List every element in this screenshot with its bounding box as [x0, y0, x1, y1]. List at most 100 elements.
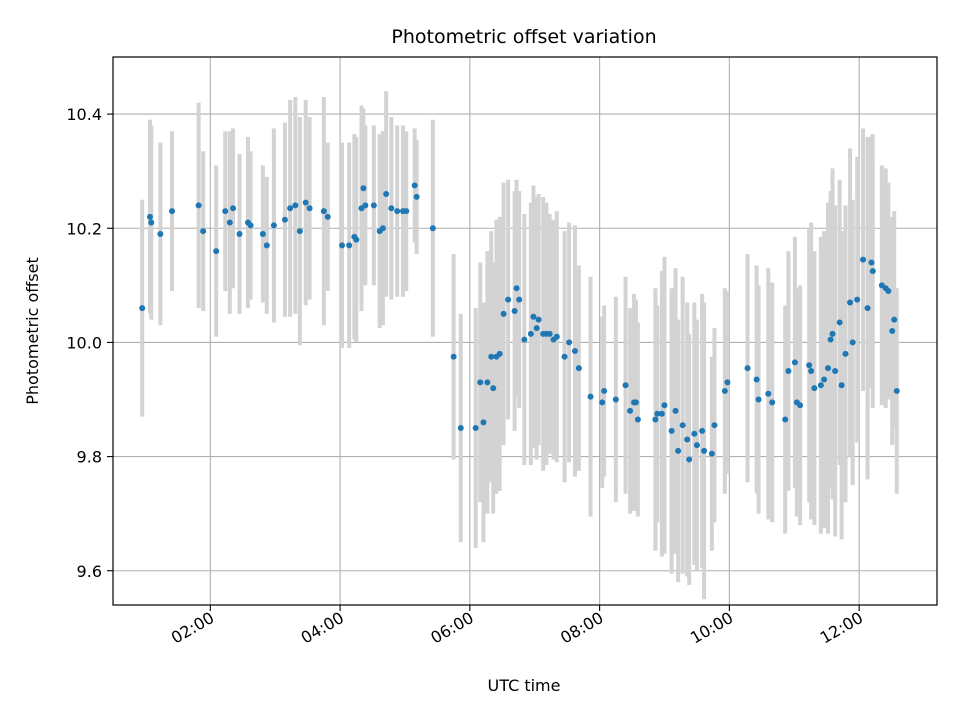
data-point — [661, 402, 668, 409]
data-point — [832, 367, 839, 374]
data-point — [472, 425, 479, 432]
data-point — [484, 379, 491, 386]
data-point — [785, 367, 792, 374]
data-point — [860, 256, 867, 263]
data-point — [769, 399, 776, 406]
data-point — [686, 456, 693, 463]
data-point — [836, 319, 843, 326]
data-point — [575, 365, 582, 372]
data-point — [403, 208, 410, 215]
data-point — [622, 382, 629, 389]
data-point — [413, 193, 420, 200]
data-point — [571, 347, 578, 354]
data-point — [513, 285, 520, 292]
data-point — [306, 205, 313, 212]
data-point — [654, 410, 661, 417]
data-point — [546, 330, 553, 337]
data-point — [394, 208, 401, 215]
data-point — [320, 208, 327, 215]
data-point — [477, 379, 484, 386]
data-point — [222, 208, 229, 215]
data-point — [457, 425, 464, 432]
y-tick-label: 10.0 — [66, 333, 102, 352]
data-point — [302, 199, 309, 206]
data-point — [561, 353, 568, 360]
data-point — [496, 350, 503, 357]
y-tick-label: 10.2 — [66, 219, 102, 238]
data-point — [893, 387, 900, 394]
data-point — [627, 407, 634, 414]
data-point — [527, 330, 534, 337]
data-point — [658, 410, 665, 417]
data-point — [693, 442, 700, 449]
data-point — [672, 407, 679, 414]
data-point — [708, 450, 715, 457]
y-tick-label: 9.8 — [77, 448, 102, 467]
data-point — [691, 430, 698, 437]
data-point — [429, 225, 436, 232]
data-point — [821, 376, 828, 383]
data-point — [281, 216, 288, 223]
data-point — [699, 427, 706, 434]
data-point — [701, 447, 708, 454]
data-point — [230, 205, 237, 212]
data-point — [668, 427, 675, 434]
data-point — [530, 313, 537, 320]
data-point — [259, 230, 266, 237]
data-point — [755, 396, 762, 403]
data-point — [566, 339, 573, 346]
data-point — [869, 268, 876, 275]
data-point — [854, 296, 861, 303]
data-point — [488, 353, 495, 360]
data-point — [346, 242, 353, 249]
data-points — [139, 182, 900, 463]
data-point — [599, 399, 606, 406]
data-point — [711, 422, 718, 429]
data-point — [612, 396, 619, 403]
data-point — [450, 353, 457, 360]
data-point — [634, 416, 641, 423]
data-point — [247, 222, 254, 229]
data-point — [263, 242, 270, 249]
data-point — [868, 259, 875, 266]
data-point — [139, 305, 146, 312]
data-point — [270, 222, 277, 229]
y-tick-label: 10.4 — [66, 105, 102, 124]
data-point — [533, 325, 540, 332]
data-point — [511, 308, 518, 315]
data-point — [388, 205, 395, 212]
data-point — [587, 393, 594, 400]
data-point — [753, 376, 760, 383]
data-point — [521, 336, 528, 343]
data-point — [827, 336, 834, 343]
data-point — [379, 225, 386, 232]
data-point — [236, 230, 243, 237]
data-point — [353, 236, 360, 243]
data-point — [226, 219, 233, 226]
data-point — [782, 416, 789, 423]
y-axis-label: Photometric offset — [23, 257, 42, 405]
data-point — [765, 390, 772, 397]
data-point — [864, 305, 871, 312]
data-point — [724, 379, 731, 386]
data-point — [791, 359, 798, 366]
plot-frame — [112, 56, 938, 606]
data-point — [885, 288, 892, 295]
y-tick-label: 9.6 — [77, 562, 102, 581]
data-point — [817, 382, 824, 389]
data-point — [383, 191, 390, 197]
data-point — [148, 219, 155, 226]
data-point — [889, 328, 896, 334]
data-point — [679, 422, 686, 429]
data-point — [797, 402, 804, 409]
data-point — [847, 299, 854, 306]
data-point — [632, 399, 639, 406]
data-point — [516, 296, 523, 303]
data-point — [296, 228, 303, 235]
data-point — [200, 228, 207, 235]
data-point — [157, 230, 164, 237]
data-point — [505, 296, 512, 303]
data-point — [370, 202, 377, 209]
data-point — [849, 339, 856, 346]
